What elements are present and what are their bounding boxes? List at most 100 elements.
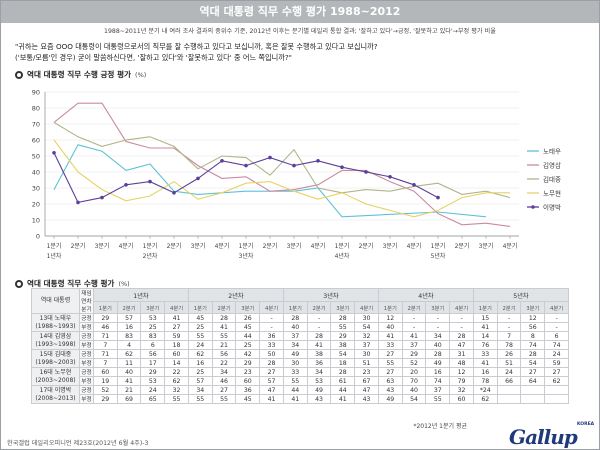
- table-cell: 긍정: [78, 349, 94, 359]
- table-cell: 51: [496, 358, 522, 368]
- table-cell: 34: [211, 367, 237, 377]
- table-cell: 37: [282, 331, 308, 341]
- table-cell: 37: [425, 385, 451, 395]
- table-cell: 27: [544, 367, 569, 377]
- y-tick-label: 50: [32, 153, 40, 161]
- president-name: 16대 노무현: [39, 368, 72, 376]
- table-cell: 34: [425, 331, 451, 341]
- table-cell: 59: [544, 358, 569, 368]
- table-cell: *24: [472, 385, 498, 395]
- table-cell: 4분기: [164, 301, 189, 314]
- table-cell: 27: [259, 367, 284, 377]
- table-cell: 17: [140, 358, 166, 368]
- table-cell: 31: [449, 349, 474, 359]
- table-cell: 29: [92, 394, 118, 404]
- table-cell: 25: [140, 322, 166, 332]
- legend-label: 노무현: [543, 190, 561, 198]
- table-cell: -: [401, 322, 427, 332]
- table-cell: 54: [401, 394, 427, 404]
- table-cell: 2분기: [306, 301, 332, 314]
- table-cell: 28: [282, 313, 308, 323]
- table-cell: 긍정: [78, 313, 94, 323]
- table-cell: -: [425, 322, 451, 332]
- table-cell: 41: [116, 376, 142, 386]
- table-cell: 28: [425, 349, 451, 359]
- table-cell: 29: [140, 367, 166, 377]
- table-cell: 16: [116, 322, 142, 332]
- chart-section-unit: (%): [135, 70, 147, 79]
- x-tick-label: 3분기: [287, 242, 302, 250]
- table-cell: 17대 이명박 (2008~2013): [31, 385, 80, 404]
- table-cell: 14대 김영삼 (1993~1998): [31, 331, 80, 350]
- table-cell: 49: [425, 358, 451, 368]
- data-point: [412, 183, 416, 187]
- table-cell: 30: [354, 313, 379, 323]
- table-cell: 4년차: [377, 287, 474, 303]
- table-cell: 40: [401, 385, 427, 395]
- x-tick-label: 3분기: [95, 242, 110, 250]
- table-cell: 16대 노무현 (2003~2008): [31, 367, 80, 386]
- gallup-logo-korea: KOREA: [577, 422, 595, 427]
- table-cell: 62: [164, 376, 189, 386]
- table-cell: 28: [259, 358, 284, 368]
- table-cell: 44: [235, 331, 261, 341]
- table-cell: 49: [377, 394, 403, 404]
- table-cell: 3분기: [140, 301, 166, 314]
- table-cell: 7: [92, 358, 118, 368]
- table-cell: 28: [449, 331, 474, 341]
- table-cell: 36: [306, 358, 332, 368]
- x-tick-label: 2분기: [71, 242, 86, 250]
- x-year-label: 4년차: [335, 252, 350, 260]
- table-cell: 52: [401, 358, 427, 368]
- table-cell: 60: [92, 367, 118, 377]
- survey-question: "귀하는 요즘 OOO 대통령이 대통령으로서의 직무를 잘 수행하고 있다고 …: [15, 41, 590, 63]
- legend-label: 노태우: [543, 148, 561, 156]
- table-cell: 76: [472, 340, 498, 350]
- table-cell: 65: [140, 394, 166, 404]
- x-tick-label: 4분기: [503, 242, 518, 250]
- legend-label: 이명박: [543, 203, 561, 212]
- series-line-김영삼: [53, 102, 511, 227]
- table-cell: 78: [496, 340, 522, 350]
- table-cell: 40: [425, 340, 451, 350]
- table-cell: 62: [187, 349, 213, 359]
- table-cell: 70: [401, 376, 427, 386]
- table-cell: 38: [306, 349, 332, 359]
- data-point: [52, 151, 56, 155]
- table-cell: 부정: [78, 394, 94, 404]
- x-tick-label: 1분기: [47, 242, 62, 250]
- table-cell: 긍정: [78, 331, 94, 341]
- legend-label: 김영삼: [543, 161, 561, 170]
- x-tick-label: 1분기: [143, 242, 158, 250]
- table-cell: 54: [330, 349, 356, 359]
- x-tick-label: 1분기: [335, 242, 350, 250]
- table-cell: 25: [187, 367, 213, 377]
- gallup-logo: Gallup: [509, 425, 578, 449]
- table-cell: 14: [472, 331, 498, 341]
- table-cell: 33: [472, 349, 498, 359]
- table-cell: 41: [164, 313, 189, 323]
- x-year-label: 2년차: [143, 252, 158, 260]
- x-year-label: 3년차: [239, 252, 254, 260]
- table-cell: -: [259, 313, 284, 323]
- table-cell: 38: [330, 340, 356, 350]
- table-row: 부정 7 4 6 18 24 21 25 33 34 41 38 37 33 37 40 47 76 78 74 74: [32, 340, 569, 350]
- president-term: (1998~2003): [35, 358, 76, 366]
- table-cell: 64: [520, 376, 546, 386]
- table-cell: 29: [92, 313, 118, 323]
- table-cell: 32: [449, 385, 474, 395]
- table-cell: 57: [116, 313, 142, 323]
- x-tick-label: 3분기: [191, 242, 206, 250]
- footnote: *2012년 1분기 평균: [413, 423, 467, 430]
- table-cell: 44: [282, 385, 308, 395]
- table-cell: 62: [116, 349, 142, 359]
- table-cell: 40: [116, 367, 142, 377]
- table-cell: 26: [235, 313, 261, 323]
- table-cell: 55: [425, 394, 451, 404]
- x-tick-label: 4분기: [311, 242, 326, 250]
- table-cell: 74: [544, 340, 569, 350]
- table-cell: 55: [330, 322, 356, 332]
- table-row: 부정 29 69 65 55 55 55 45 41 41 43 41 43 49 54 55 60 62: [32, 394, 569, 404]
- table-cell: 2분기: [211, 301, 237, 314]
